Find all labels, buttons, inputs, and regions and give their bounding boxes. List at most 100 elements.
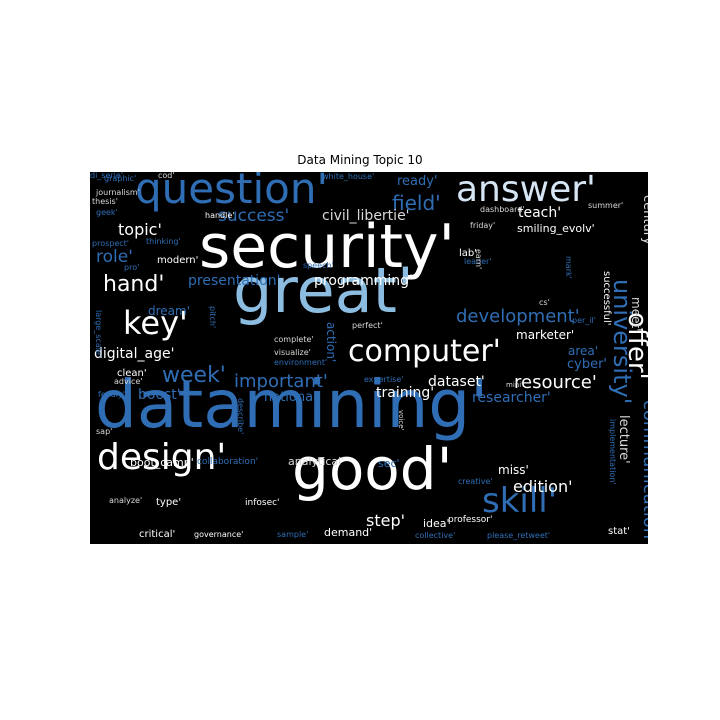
word-7: computer' xyxy=(348,334,501,369)
word-6: design' xyxy=(97,437,227,478)
word-15: development' xyxy=(456,306,580,327)
word-34: ready' xyxy=(397,174,438,189)
word-77: feedly' xyxy=(98,390,125,399)
word-64: analyze' xyxy=(109,496,143,505)
word-74: perfect' xyxy=(352,321,383,330)
word-95: per_il' xyxy=(572,316,596,325)
word-39: dream' xyxy=(148,304,191,318)
word-44: idea' xyxy=(423,517,450,530)
word-29: boost' xyxy=(138,387,181,403)
word-82: geek' xyxy=(96,208,118,217)
word-88: white_house' xyxy=(322,172,375,181)
word-79: pro' xyxy=(124,263,140,272)
plot-title: Data Mining Topic 10 xyxy=(297,153,423,167)
word-65: creative' xyxy=(458,477,493,486)
word-38: marketer' xyxy=(516,328,575,342)
word-24: presentation' xyxy=(188,273,281,289)
word-96: cs' xyxy=(539,298,550,307)
word-14: communication' xyxy=(639,400,648,544)
word-31: researcher' xyxy=(472,390,551,406)
word-20: topic' xyxy=(118,220,162,239)
word-21: role' xyxy=(96,247,133,267)
word-46: analytical' xyxy=(288,455,345,468)
word-60: governance' xyxy=(194,530,244,539)
word-26: civil_libertie' xyxy=(322,208,410,224)
word-4: question' xyxy=(135,172,328,213)
word-11: hand' xyxy=(103,272,165,297)
word-18: field' xyxy=(392,191,441,215)
word-92: leader' xyxy=(464,257,492,266)
word-1: datamining' xyxy=(95,366,489,443)
word-42: area' xyxy=(568,344,599,358)
word-84: journalism' xyxy=(96,188,140,197)
word-80: thinking' xyxy=(146,237,181,246)
word-54: type' xyxy=(156,497,182,508)
word-91: friday' xyxy=(470,221,496,230)
word-67: voice' xyxy=(397,410,405,431)
word-47: sec' xyxy=(378,457,400,470)
word-cloud-image: security' datamining' great' good' question'… xyxy=(90,172,648,544)
word-72: complete' xyxy=(274,335,314,344)
word-22: edition' xyxy=(513,477,573,496)
word-35: century' xyxy=(640,195,648,249)
word-19: success' xyxy=(218,206,290,226)
word-9: key' xyxy=(123,304,188,342)
word-97: mark' xyxy=(564,256,573,279)
word-78: sap' xyxy=(96,427,113,436)
word-86: graphic' xyxy=(104,174,137,183)
word-5: answer' xyxy=(456,172,596,210)
word-30: training' xyxy=(376,385,435,401)
word-83: handle' xyxy=(205,211,235,220)
word-89: dashboard' xyxy=(480,205,525,214)
word-62: collective' xyxy=(415,531,456,540)
word-73: advice' xyxy=(114,377,143,386)
word-49: smiling_evolv' xyxy=(517,222,595,235)
word-33: cyber' xyxy=(567,357,608,372)
word-53: lab' xyxy=(459,248,478,259)
word-85: thesis' xyxy=(92,197,118,206)
word-90: summer' xyxy=(588,201,624,210)
word-99: di_serie' xyxy=(90,172,124,180)
word-25: programming' xyxy=(314,273,413,289)
word-37: national' xyxy=(264,390,321,405)
word-57: professor' xyxy=(448,515,493,525)
word-94: speech' xyxy=(303,261,334,270)
word-55: stat' xyxy=(608,526,630,537)
word-66: implementation' xyxy=(608,419,617,485)
word-2: great' xyxy=(233,254,414,327)
word-69: expertise' xyxy=(364,375,404,384)
word-8: skill' xyxy=(482,481,558,521)
word-51: modern' xyxy=(157,255,199,266)
word-3: good' xyxy=(292,435,453,503)
word-87: cod' xyxy=(158,172,175,180)
word-45: demand' xyxy=(324,526,373,539)
word-59: collaboration' xyxy=(197,457,259,467)
word-76: large_scale' xyxy=(94,310,103,358)
word-50: clean' xyxy=(117,368,147,379)
word-28: digital_age' xyxy=(94,346,175,362)
word-32: dataset' xyxy=(428,374,485,390)
word-43: miss' xyxy=(498,463,529,477)
word-48: boot_camp' xyxy=(130,456,194,469)
word-41: meet' xyxy=(629,297,643,332)
word-81: prospect' xyxy=(92,239,129,248)
word-13: week' xyxy=(162,363,226,388)
word-63: please_retweet' xyxy=(487,531,551,540)
word-23: step' xyxy=(366,511,406,530)
word-36: lecture' xyxy=(616,415,631,464)
word-17: important' xyxy=(234,371,328,392)
word-0: security' xyxy=(199,212,456,282)
word-71: visualize' xyxy=(274,348,311,357)
word-27: teach' xyxy=(518,205,562,221)
word-61: sample' xyxy=(277,530,309,539)
word-93: earn' xyxy=(474,249,483,270)
word-58: critical' xyxy=(139,529,176,540)
word-16: resource' xyxy=(514,372,597,393)
word-98: describe' xyxy=(236,398,245,435)
word-56: infosec' xyxy=(245,498,280,508)
word-75: pitch' xyxy=(208,306,217,329)
word-70: environment' xyxy=(274,358,328,367)
word-68: mini' xyxy=(506,381,524,389)
word-52: successful' xyxy=(601,271,612,326)
word-40: action' xyxy=(324,322,338,363)
